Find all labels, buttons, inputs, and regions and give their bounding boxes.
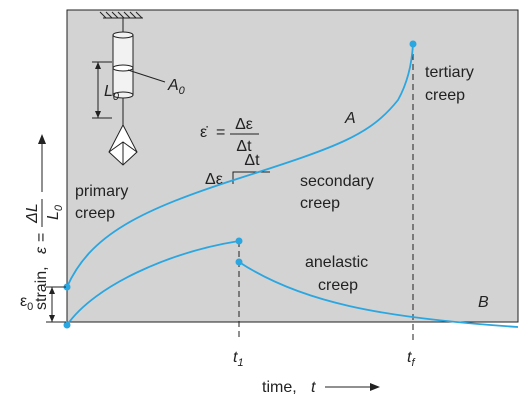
tick-tf-base: t [407, 349, 412, 366]
rate-eq: = [216, 124, 225, 141]
curve-b-label: B [478, 294, 489, 311]
length-sub: 0 [113, 91, 120, 103]
anelastic-line1: anelastic [305, 254, 368, 271]
tick-tf: tf [407, 349, 415, 369]
tick-t1-sub: 1 [237, 357, 243, 369]
y-axis-den-base: L [45, 211, 62, 220]
area-label: A0 [167, 77, 186, 97]
initial-strain-sub: 0 [27, 301, 33, 313]
rate-lhs: ε̇ [200, 124, 208, 141]
initial-strain-base: ε [20, 293, 27, 310]
rate-den: Δt [236, 138, 252, 155]
tick-t1-base: t [233, 349, 238, 366]
primary-line1: primary [75, 183, 128, 200]
specimen-sketch [92, 11, 166, 166]
curve-points [63, 40, 417, 329]
length: L [104, 83, 113, 100]
tick-tf-sub: f [411, 357, 415, 369]
y-axis-num: ΔL [24, 203, 41, 224]
curve-a-label: A [344, 110, 356, 127]
y-axis-den: L0 [45, 204, 65, 220]
tertiary-line2: creep [425, 87, 465, 104]
tick-t1: t1 [233, 349, 244, 369]
secondary-line2: creep [300, 195, 340, 212]
triangle-de: Δε [205, 171, 223, 188]
curve-b-loading [66, 240, 240, 326]
y-axis-label-group: strain, ε = ΔL L0 [24, 134, 65, 310]
y-axis-label: strain, [33, 266, 50, 310]
area: A [167, 77, 179, 94]
x-axis-var: t [311, 379, 316, 396]
plot-area [66, 9, 519, 323]
x-axis-label: time, [262, 379, 297, 396]
y-axis-eq: = [33, 233, 50, 242]
length-label: L0 [104, 83, 120, 103]
rate-num: Δε [235, 116, 253, 133]
secondary-line1: secondary [300, 173, 374, 190]
tertiary-line1: tertiary [425, 64, 474, 81]
triangle-dt: Δt [244, 152, 260, 169]
initial-strain: ε0 [20, 293, 33, 313]
area-sub: 0 [179, 85, 186, 97]
y-axis-var: ε [33, 246, 50, 254]
curve-b-unloading [238, 261, 519, 328]
y-axis-den-sub: 0 [53, 204, 65, 211]
primary-line2: creep [75, 205, 115, 222]
curve-a [66, 43, 414, 288]
anelastic-line2: creep [318, 277, 358, 294]
